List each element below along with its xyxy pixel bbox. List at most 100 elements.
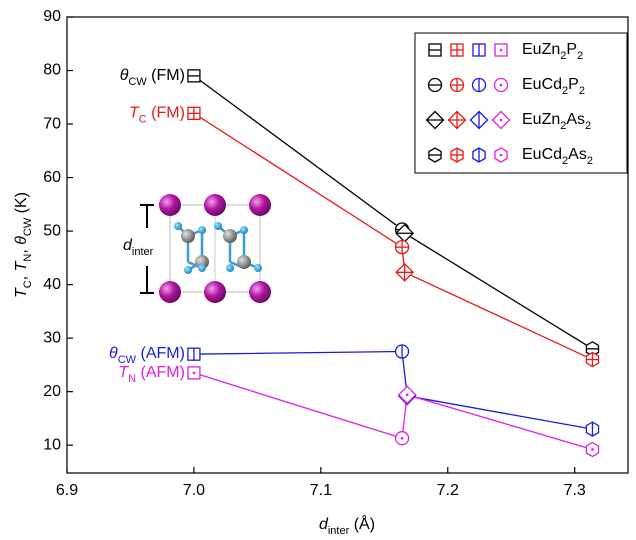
inset-label: dinter	[123, 237, 154, 258]
legend-marker	[425, 110, 445, 130]
text-segment: CW	[128, 76, 147, 88]
text-segment: (AFM)	[136, 364, 185, 381]
y-tick-label: 10	[43, 436, 61, 453]
text-segment: d	[123, 237, 133, 254]
text-segment: CW	[22, 217, 34, 236]
marker-pattern	[499, 118, 503, 122]
y-tick-label: 50	[43, 222, 61, 239]
marker	[187, 106, 201, 120]
text-segment: EuZn	[522, 41, 560, 58]
text-segment: T	[129, 105, 140, 122]
inset-structure	[140, 194, 271, 303]
legend-label: EuCd2P2	[522, 76, 585, 97]
text-segment: d	[319, 516, 329, 533]
text-segment: C	[139, 113, 147, 125]
atoms-eu	[159, 194, 271, 303]
legend-marker	[450, 147, 464, 163]
text-segment: C	[22, 280, 34, 288]
series-label: θCW (AFM)	[109, 345, 185, 366]
marker-pattern	[591, 448, 594, 451]
plot-frame	[66, 16, 629, 474]
text-segment: EuCd	[522, 146, 562, 163]
y-axis-label: TC, TN, θCW (K)	[13, 192, 34, 298]
marker	[187, 366, 201, 380]
text-segment: T	[118, 364, 129, 381]
text-segment: (Å)	[349, 514, 375, 533]
text-segment: T	[13, 287, 30, 298]
series-label: TC (FM)	[129, 105, 185, 126]
x-tick-label: 7.3	[564, 482, 586, 499]
text-segment: N	[128, 373, 136, 385]
series-line	[193, 350, 593, 430]
inter-bracket	[140, 204, 154, 294]
marker	[585, 421, 600, 437]
text-segment: 2	[562, 85, 568, 97]
marker	[585, 441, 600, 458]
legend-label: EuZn2As2	[522, 111, 591, 132]
legend-marker	[494, 147, 508, 163]
marker	[395, 262, 415, 282]
x-tick-label: 7.1	[310, 482, 332, 499]
legend-marker	[447, 110, 467, 130]
text-segment: 2	[577, 50, 583, 62]
text-segment: 2	[560, 50, 566, 62]
series-line	[193, 372, 593, 451]
marker	[394, 344, 410, 359]
text-segment: (FM)	[147, 105, 185, 122]
text-segment: EuCd	[522, 76, 562, 93]
text-segment: ,	[13, 271, 30, 280]
marker-pattern	[192, 371, 196, 375]
legend-marker	[472, 147, 486, 163]
text-segment: (K)	[13, 192, 30, 218]
series-label: TN (AFM)	[118, 364, 185, 385]
legend-marker	[493, 77, 509, 93]
legend-marker	[428, 147, 442, 163]
text-segment: As	[568, 146, 587, 163]
text-segment: θ	[13, 236, 30, 245]
text-segment: θ	[120, 67, 129, 84]
legend-label: EuCd2As2	[522, 146, 593, 167]
marker	[394, 431, 410, 446]
marker-pattern	[405, 393, 409, 397]
text-segment: θ	[109, 345, 118, 362]
text-segment: As	[566, 111, 585, 128]
series-line	[193, 112, 593, 361]
legend-marker	[494, 43, 508, 57]
text-segment: P	[568, 76, 579, 93]
text-segment: EuZn	[522, 111, 560, 128]
text-segment: inter	[132, 246, 154, 258]
text-segment: CW	[118, 354, 137, 366]
y-tick-label: 80	[43, 62, 61, 79]
legend-marker	[428, 43, 442, 57]
x-tick-label: 7.0	[183, 482, 205, 499]
x-axis-label: dinter (Å)	[319, 514, 375, 537]
legend-marker	[469, 110, 489, 130]
legend-label: EuZn2P2	[522, 41, 583, 62]
marker	[187, 347, 201, 361]
x-tick-label: 6.9	[56, 482, 78, 499]
text-segment: 2	[579, 85, 585, 97]
text-segment: N	[22, 254, 34, 262]
text-segment: T	[13, 260, 30, 271]
legend-box	[414, 32, 628, 174]
marker	[397, 385, 417, 405]
text-segment: P	[566, 41, 577, 58]
y-tick-label: 70	[43, 115, 61, 132]
legend-marker	[449, 77, 465, 93]
atoms-blue	[174, 222, 262, 274]
text-segment: 2	[585, 120, 591, 132]
x-tick-label: 7.2	[437, 482, 459, 499]
legend-marker	[427, 77, 443, 93]
marker	[394, 239, 410, 255]
y-tick-label: 90	[43, 8, 61, 25]
marker	[187, 69, 201, 83]
atoms-gray	[181, 229, 251, 269]
text-segment: ,	[13, 245, 30, 254]
y-tick-label: 60	[43, 169, 61, 186]
marker-pattern	[499, 83, 503, 87]
marker	[585, 341, 600, 357]
marker-pattern	[499, 48, 503, 52]
text-segment: (AFM)	[136, 345, 185, 362]
series-label: θCW (FM)	[120, 67, 185, 88]
